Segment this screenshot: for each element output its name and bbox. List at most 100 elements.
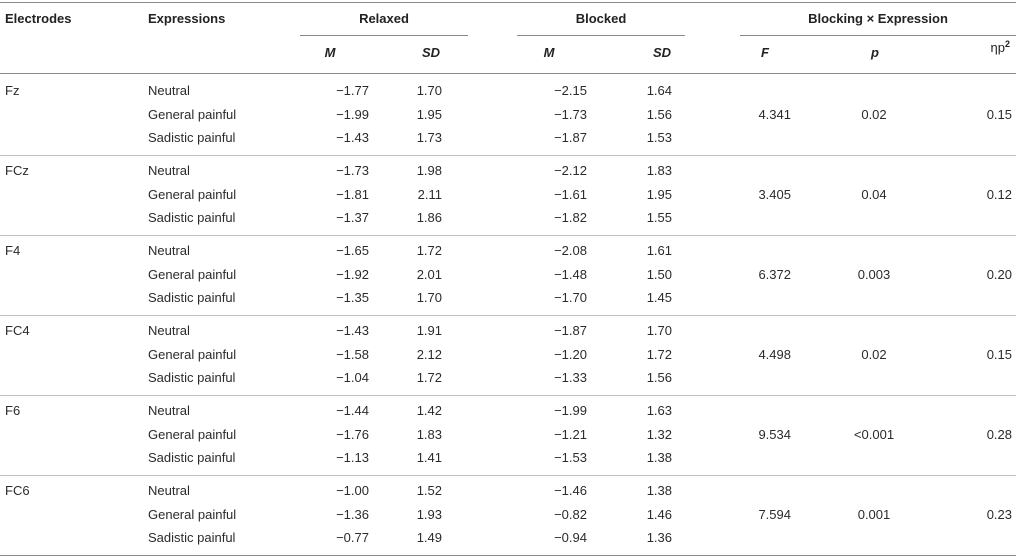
relaxed-m-cell: −1.37 [336, 210, 369, 225]
header-blocked-sd: SD [652, 45, 671, 60]
header-expressions: Expressions [148, 11, 226, 26]
f-value: 4.341 [758, 106, 791, 122]
blocked-sd-cell: 1.38 [646, 483, 672, 498]
header-blocked: Blocked [575, 11, 627, 26]
blocked-sd-cell: 1.95 [646, 186, 672, 202]
relaxed-sd-cell: 1.72 [416, 370, 442, 385]
expression-cell: Neutral [148, 323, 190, 338]
p-value: 0.001 [857, 506, 891, 522]
blocked-m-cell: −2.08 [554, 243, 587, 258]
expression-cell: Sadistic painful [148, 370, 236, 385]
relaxed-m-cell: −1.43 [336, 130, 369, 145]
eta-value: 0.12 [986, 186, 1012, 202]
blocked-sd-cell: 1.61 [646, 243, 672, 258]
relaxed-sd-cell: 1.86 [416, 210, 442, 225]
blocked-m-cell: −0.94 [554, 530, 587, 545]
header-f: F [761, 45, 769, 60]
eta-superscript: 2 [1004, 39, 1010, 49]
expression-cell: Neutral [148, 483, 190, 498]
relaxed-sd-cell: 1.83 [416, 426, 442, 442]
expression-cell: General painful [148, 106, 237, 122]
header-eta-p-squared: ηp2 [960, 40, 1010, 56]
header-relaxed-sd: SD [421, 45, 440, 60]
electrode-label: F4 [5, 243, 21, 258]
relaxed-sd-cell: 1.52 [416, 483, 442, 498]
electrode-label: Fz [5, 83, 20, 98]
eta-value: 0.15 [986, 346, 1012, 362]
relaxed-m-cell: −1.04 [336, 370, 369, 385]
relaxed-m-cell: −1.65 [336, 243, 369, 258]
eta-value: 0.28 [986, 426, 1012, 442]
blocked-m-cell: −2.15 [554, 83, 587, 98]
blocked-m-cell: −1.46 [554, 483, 587, 498]
relaxed-m-cell: −1.43 [336, 323, 369, 338]
header-relaxed-m: M [324, 45, 336, 60]
relaxed-m-cell: −1.36 [336, 506, 369, 522]
relaxed-sd-cell: 1.70 [416, 290, 442, 305]
expression-cell: Neutral [148, 403, 190, 418]
expression-cell: Neutral [148, 83, 190, 98]
relaxed-sd-cell: 1.70 [416, 83, 442, 98]
expression-cell: Sadistic painful [148, 290, 236, 305]
p-value: 0.04 [861, 186, 887, 202]
f-value: 9.534 [758, 426, 791, 442]
blocked-m-cell: −1.21 [554, 426, 587, 442]
top-rule [0, 2, 1016, 3]
blocked-m-cell: −1.20 [554, 346, 587, 362]
blocked-sd-cell: 1.53 [646, 130, 672, 145]
blocked-sd-cell: 1.50 [646, 266, 672, 282]
electrode-label: F6 [5, 403, 21, 418]
relaxed-m-cell: −0.77 [336, 530, 369, 545]
header-bottom-rule [0, 73, 1016, 74]
blocked-sd-cell: 1.64 [646, 83, 672, 98]
blocked-m-cell: −1.99 [554, 403, 587, 418]
relaxed-sd-cell: 1.73 [416, 130, 442, 145]
blocked-sd-cell: 1.83 [646, 163, 672, 178]
blocked-m-cell: −1.82 [554, 210, 587, 225]
expression-cell: Sadistic painful [148, 130, 236, 145]
electrode-label: FC4 [5, 323, 30, 338]
p-value: <0.001 [853, 426, 895, 442]
expression-cell: General painful [148, 346, 237, 362]
relaxed-sd-cell: 2.12 [416, 346, 442, 362]
blocked-m-cell: −1.33 [554, 370, 587, 385]
blocked-m-cell: −1.87 [554, 323, 587, 338]
blocked-m-cell: −0.82 [554, 506, 587, 522]
blocked-sd-cell: 1.72 [646, 346, 672, 362]
relaxed-m-cell: −1.76 [336, 426, 369, 442]
f-value: 6.372 [758, 266, 791, 282]
blocked-sd-cell: 1.56 [646, 106, 672, 122]
header-p: p [871, 45, 879, 60]
p-value: 0.02 [861, 106, 887, 122]
relaxed-m-cell: −1.13 [336, 450, 369, 465]
group-separator [0, 315, 1016, 316]
electrode-label: FCz [5, 163, 29, 178]
relaxed-m-cell: −1.35 [336, 290, 369, 305]
group-separator [0, 155, 1016, 156]
expression-cell: Sadistic painful [148, 210, 236, 225]
blocked-sd-cell: 1.55 [646, 210, 672, 225]
blocked-m-cell: −1.87 [554, 130, 587, 145]
expression-cell: Neutral [148, 243, 190, 258]
relaxed-m-cell: −1.73 [336, 163, 369, 178]
blocked-m-cell: −1.73 [554, 106, 587, 122]
blocked-sd-cell: 1.46 [646, 506, 672, 522]
relaxed-m-cell: −1.58 [336, 346, 369, 362]
expression-cell: General painful [148, 506, 237, 522]
relaxed-m-cell: −1.44 [336, 403, 369, 418]
f-value: 7.594 [758, 506, 791, 522]
header-relaxed: Relaxed [359, 11, 409, 26]
blocked-m-cell: −1.48 [554, 266, 587, 282]
relaxed-sd-cell: 1.72 [416, 243, 442, 258]
expression-cell: Neutral [148, 163, 190, 178]
blocked-sd-cell: 1.45 [646, 290, 672, 305]
blocked-m-cell: −2.12 [554, 163, 587, 178]
group-separator [0, 235, 1016, 236]
bottom-rule [0, 555, 1016, 556]
eta-value: 0.20 [986, 266, 1012, 282]
electrode-label: FC6 [5, 483, 30, 498]
expression-cell: Sadistic painful [148, 450, 236, 465]
blocked-m-cell: −1.53 [554, 450, 587, 465]
relaxed-sd-cell: 1.98 [416, 163, 442, 178]
